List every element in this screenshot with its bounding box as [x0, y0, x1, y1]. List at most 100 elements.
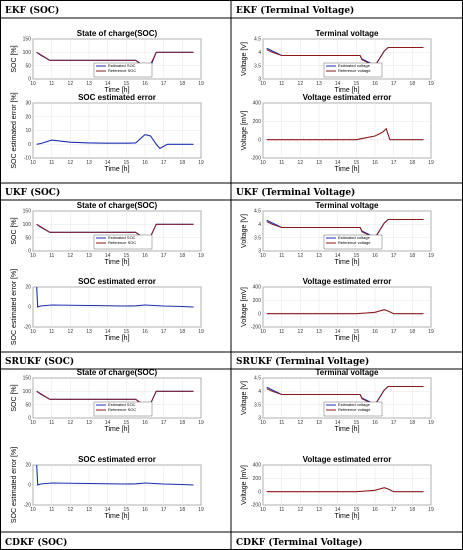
chart-ekf-soc-error: 10 11 12 13 14 15 16 17 18 19 -10 0 10 20 30 SOC estima…: [11, 92, 204, 173]
x-tick-label: 17: [161, 160, 167, 166]
x-tick-label: 16: [372, 329, 378, 335]
x-tick-label: 12: [298, 329, 304, 335]
series-line-0: [36, 133, 194, 150]
x-tick-label: 13: [86, 81, 92, 87]
x-tick-label: 15: [354, 160, 360, 166]
x-tick-label: 17: [391, 81, 397, 87]
series-line-0: [36, 465, 194, 486]
y-tick-label: -20: [24, 325, 31, 331]
legend-label: Estimated voltage: [338, 63, 371, 68]
legend-label: Reference voltage: [338, 68, 371, 73]
y-tick-label: 0: [258, 489, 261, 495]
x-tick-label: 12: [68, 420, 74, 426]
series-layer: [266, 218, 424, 239]
x-tick-label: 14: [335, 329, 341, 335]
plot-title: SOC estimated error: [78, 93, 156, 102]
x-axis-label: Time [h]: [104, 513, 129, 520]
x-tick-label: 17: [391, 507, 397, 513]
plot-title: State of charge(SOC): [77, 368, 158, 377]
x-tick-label: 19: [198, 420, 204, 426]
x-tick-label: 16: [372, 507, 378, 513]
y-axis-label: SOC estimated error [%]: [11, 92, 18, 168]
plot-title: Terminal voltage: [316, 201, 380, 210]
x-tick-label: 19: [428, 420, 434, 426]
x-tick-label: 17: [161, 329, 167, 335]
x-tick-label: 19: [198, 507, 204, 513]
series-layer: [266, 127, 424, 143]
x-tick-label: 12: [68, 160, 74, 166]
x-tick-label: 10: [260, 507, 266, 513]
x-axis-label: Time [h]: [334, 513, 359, 520]
x-axis-label: Time [h]: [334, 87, 359, 94]
x-tick-label: 13: [86, 160, 92, 166]
x-tick-label: 12: [68, 81, 74, 87]
chart-ekf-voltage-error: 10 11 12 13 14 15 16 17 18 19 -200 0 200 400 Voltage e…: [241, 93, 434, 173]
cell-label-cdkf-soc: CDKF (SOC): [5, 537, 67, 548]
x-axis-label: Time [h]: [334, 426, 359, 433]
legend-box: [323, 401, 383, 417]
y-tick-label: 4.5: [254, 376, 261, 382]
x-tick-label: 15: [354, 329, 360, 335]
x-axis-label: Time [h]: [334, 166, 359, 173]
cell-label-ukf-soc: UKF (SOC): [5, 187, 60, 198]
plot-title: Voltage estimated error: [303, 93, 392, 102]
cell-label-ekf-voltage: EKF (Terminal Voltage): [236, 5, 354, 16]
y-tick-label: 100: [23, 222, 32, 228]
x-tick-label: 16: [372, 160, 378, 166]
x-tick-label: 12: [298, 160, 304, 166]
x-tick-label: 10: [260, 329, 266, 335]
legend-label: Reference SOC: [108, 240, 136, 245]
x-tick-label: 11: [279, 329, 284, 335]
y-tick-label: -200: [251, 325, 261, 331]
series-layer: [36, 287, 194, 308]
x-tick-label: 11: [279, 507, 284, 513]
x-tick-label: 12: [298, 507, 304, 513]
x-tick-label: 16: [142, 507, 148, 513]
x-tick-label: 14: [335, 507, 341, 513]
plot-title: SOC estimated error: [78, 277, 156, 286]
legend-box: [93, 234, 153, 250]
x-tick-label: 13: [316, 507, 322, 513]
legend-box: [323, 234, 383, 250]
chart-ekf-soc: 10 11 12 13 14 15 16 17 18 19 0 50 100 150 State of ch…: [11, 29, 204, 94]
legend-label: Reference SOC: [108, 68, 136, 73]
chart-ukf-soc: 10 11 12 13 14 15 16 17 18 19 0 50 100 150 State of ch…: [11, 201, 204, 266]
x-tick-label: 13: [86, 329, 92, 335]
x-tick-label: 17: [161, 81, 167, 87]
y-tick-label: 4.5: [254, 209, 261, 215]
x-axis-label: Time [h]: [334, 335, 359, 342]
chart-srukf-voltage: 10 11 12 13 14 15 16 17 18 19 3 3.5 4 4.5 Terminal vol…: [241, 368, 434, 433]
legend-label: Estimated voltage: [338, 235, 371, 240]
y-axis-label: Voltage [mV]: [241, 111, 248, 151]
plot-title: State of charge(SOC): [77, 29, 158, 38]
y-tick-label: 4: [258, 50, 261, 56]
series-line-0: [266, 487, 424, 493]
series-layer: [266, 309, 424, 316]
x-tick-label: 11: [279, 253, 284, 259]
x-tick-label: 10: [30, 420, 36, 426]
chart-srukf-soc-error: 10 11 12 13 14 15 16 17 18 19 -20 0 20 SOC estimated …: [11, 447, 204, 523]
x-tick-label: 11: [49, 81, 54, 87]
series-line-1: [266, 47, 424, 67]
y-tick-label: 0: [28, 483, 31, 489]
x-tick-label: 14: [105, 160, 111, 166]
x-tick-label: 19: [428, 329, 434, 335]
x-tick-label: 17: [161, 507, 167, 513]
y-tick-label: 150: [23, 376, 32, 382]
legend-label: Reference SOC: [108, 407, 136, 412]
cell-label-srukf-soc: SRUKF (SOC): [5, 356, 74, 367]
x-tick-label: 13: [316, 160, 322, 166]
plot-frame: [262, 286, 432, 328]
y-tick-label: 3.5: [254, 235, 261, 241]
y-axis-label: Voltage [V]: [241, 381, 248, 415]
plot-title: Voltage estimated error: [303, 455, 392, 464]
plot-title: Terminal voltage: [316, 29, 380, 38]
y-tick-label: 3: [258, 77, 261, 83]
x-axis-label: Time [h]: [334, 259, 359, 266]
y-tick-label: 200: [253, 476, 262, 482]
y-tick-label: 20: [25, 114, 31, 120]
x-tick-label: 11: [49, 507, 54, 513]
y-axis-label: Voltage [mV]: [241, 465, 248, 505]
